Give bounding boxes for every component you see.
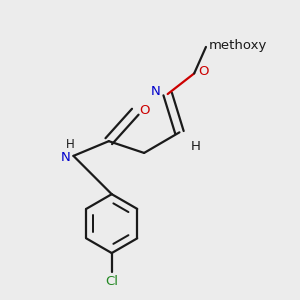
Text: N: N — [151, 85, 160, 98]
Text: O: O — [140, 104, 150, 117]
Text: H: H — [191, 140, 201, 153]
Text: H: H — [66, 139, 75, 152]
Text: methoxy: methoxy — [209, 39, 267, 52]
Text: N: N — [61, 151, 70, 164]
Text: Cl: Cl — [105, 275, 118, 288]
Text: O: O — [199, 65, 209, 79]
